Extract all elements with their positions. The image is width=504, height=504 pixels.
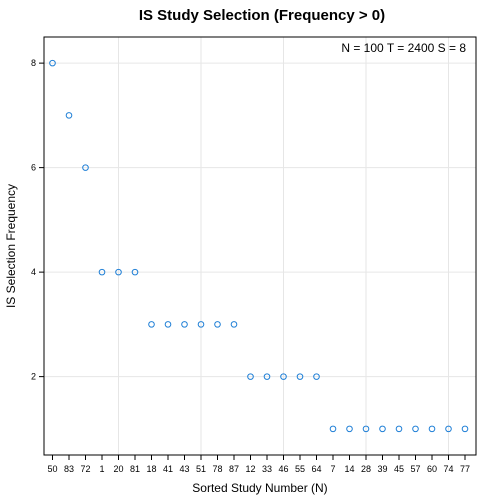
- data-point: [197, 321, 205, 328]
- data-point: [263, 373, 271, 380]
- x-tick-label: 7: [330, 464, 335, 474]
- data-point: [329, 425, 337, 433]
- y-tick-label: 2: [31, 372, 36, 382]
- data-point: [164, 321, 172, 328]
- data-point: [428, 425, 436, 433]
- data-point: [395, 425, 403, 433]
- data-point: [181, 321, 188, 328]
- data-point: [214, 321, 221, 328]
- x-tick-label: 72: [80, 464, 90, 474]
- y-axis: 2 4 6 8: [31, 58, 44, 382]
- x-axis-label: Sorted Study Number (N): [192, 481, 327, 495]
- data-points: [49, 59, 469, 433]
- x-tick-label: 20: [113, 464, 123, 474]
- x-tick-label: 64: [311, 464, 321, 474]
- x-tick-label: 60: [427, 464, 437, 474]
- data-point: [247, 373, 254, 380]
- data-point: [230, 321, 238, 328]
- x-tick-label: 50: [47, 464, 57, 474]
- data-point: [461, 425, 469, 433]
- data-point: [296, 373, 304, 380]
- x-tick-label: 41: [163, 464, 173, 474]
- x-tick-label: 57: [410, 464, 420, 474]
- data-point: [346, 425, 353, 433]
- x-tick-label: 77: [460, 464, 470, 474]
- chart-title: IS Study Selection (Frequency > 0): [139, 7, 385, 24]
- x-axis: 50 83 72 1 20 81 18 41 43 51 78 87 12 33 46 55 64 7 14 28 39…: [47, 455, 470, 474]
- plot-frame: [43, 36, 477, 456]
- data-point: [65, 112, 73, 119]
- y-tick-label: 6: [31, 163, 36, 173]
- data-point: [412, 425, 419, 433]
- x-tick-label: 81: [130, 464, 140, 474]
- y-axis-label: IS Selection Frequency: [4, 184, 18, 308]
- y-tick-label: 4: [31, 267, 36, 277]
- data-point: [362, 425, 370, 433]
- x-tick-label: 39: [377, 464, 387, 474]
- x-tick-label: 45: [394, 464, 404, 474]
- data-point: [445, 425, 452, 433]
- x-tick-label: 55: [295, 464, 305, 474]
- x-tick-label: 28: [361, 464, 371, 474]
- x-tick-label: 51: [196, 464, 206, 474]
- x-tick-label: 43: [179, 464, 189, 474]
- data-point: [280, 373, 287, 380]
- data-point: [131, 268, 139, 276]
- x-tick-label: 18: [146, 464, 156, 474]
- data-point: [115, 268, 122, 276]
- chart-annotation: N = 100 T = 2400 S = 8: [341, 41, 466, 55]
- data-point: [313, 373, 320, 380]
- x-tick-label: 46: [278, 464, 288, 474]
- x-tick-label: 74: [443, 464, 453, 474]
- y-tick-label: 8: [31, 58, 36, 68]
- x-tick-label: 33: [262, 464, 272, 474]
- data-point: [49, 59, 56, 67]
- grid: [44, 37, 476, 455]
- data-point: [148, 321, 155, 328]
- x-tick-label: 1: [99, 464, 104, 474]
- x-tick-label: 83: [64, 464, 74, 474]
- x-tick-label: 87: [229, 464, 239, 474]
- x-tick-label: 78: [212, 464, 222, 474]
- data-point: [98, 268, 106, 276]
- x-tick-label: 14: [344, 464, 354, 474]
- x-tick-label: 12: [245, 464, 255, 474]
- data-point: [379, 425, 386, 433]
- data-point: [82, 164, 89, 171]
